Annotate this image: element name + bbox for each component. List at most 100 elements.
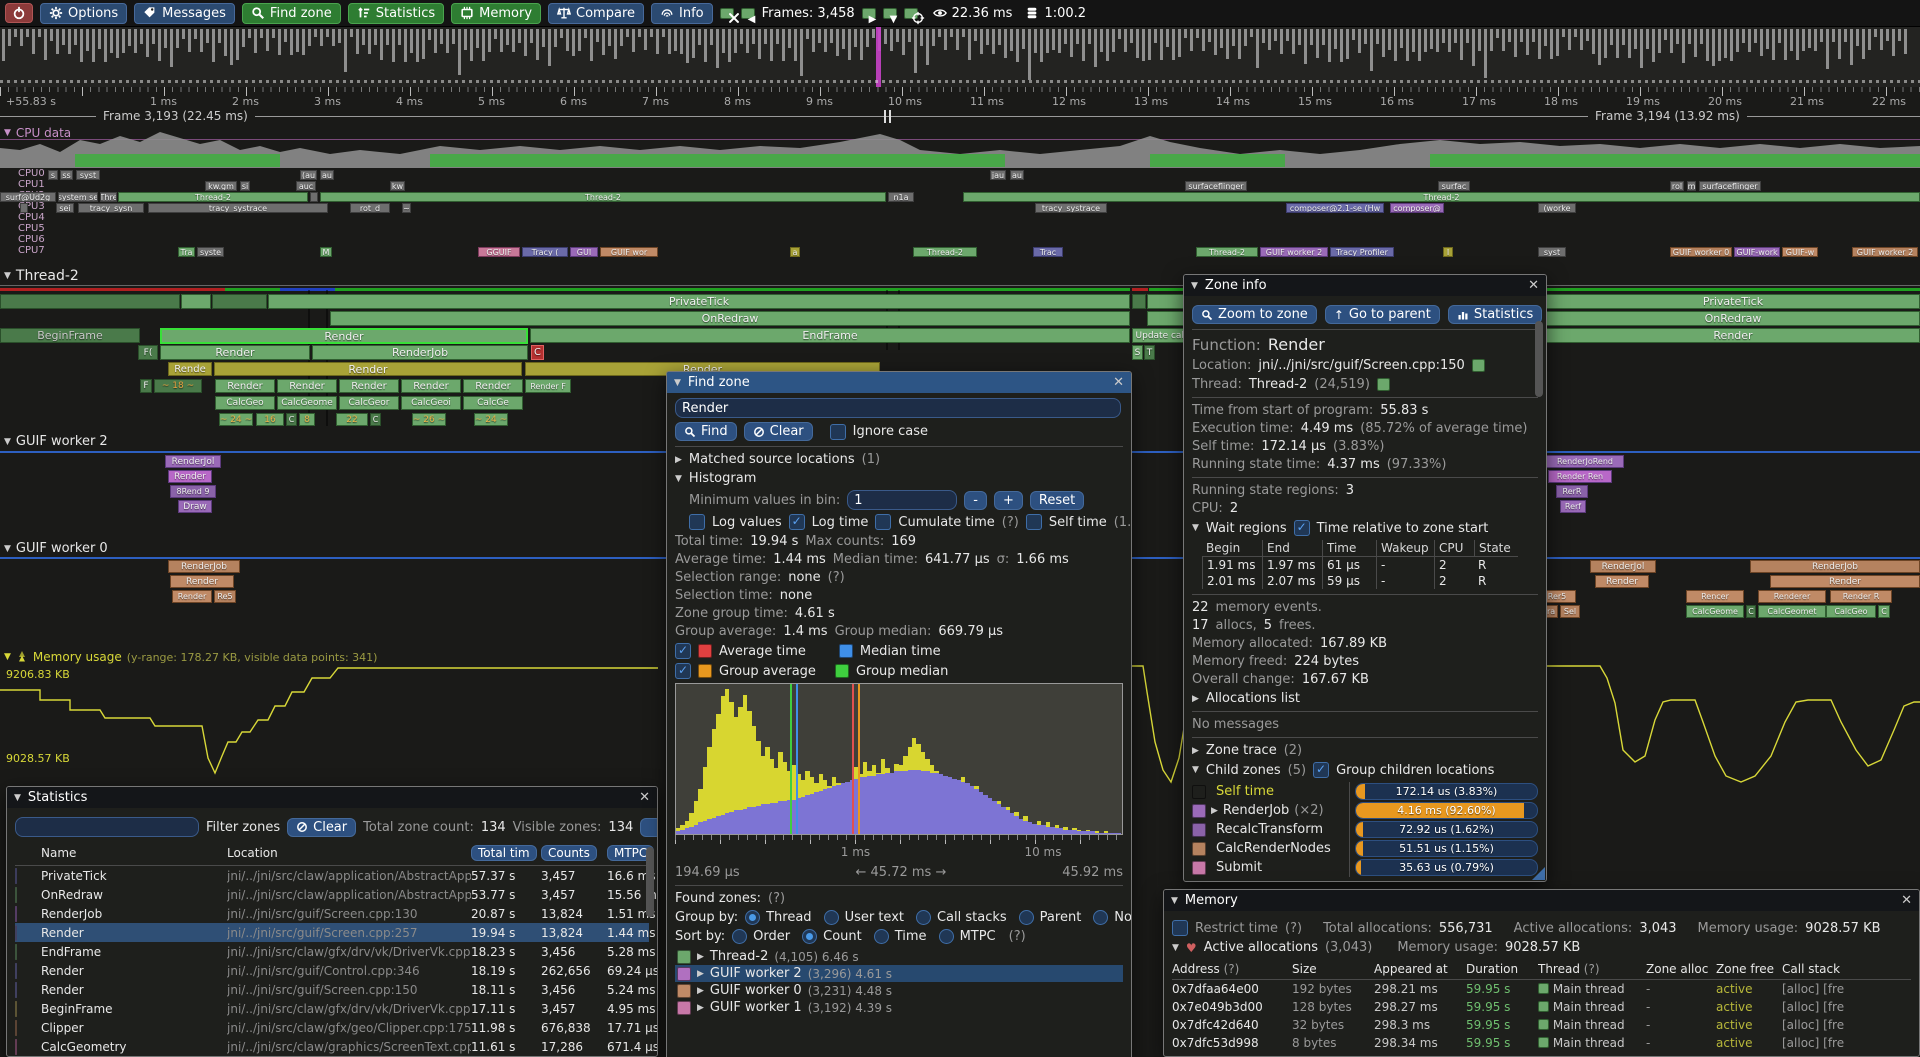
timeline-zone[interactable]: CalcGeoi [401,396,461,410]
timeline-zone[interactable]: au [320,170,334,180]
frame-dropdown-button[interactable]: ▼ [882,7,897,25]
clear-button[interactable]: Clear [743,422,813,441]
timeline-zone[interactable] [1132,294,1146,309]
column-zone-alloc[interactable]: Zone alloc [1646,962,1709,976]
timeline-zone[interactable]: Render [172,590,212,603]
timeline-zone[interactable]: F [140,379,152,393]
stats-row[interactable]: CalcGeometry jni/../jni/src/claw/graphic… [15,1037,657,1056]
timeline-zone[interactable]: kw.gm [205,181,237,191]
timeline-zone[interactable]: S [1132,345,1143,360]
timeline-zone[interactable]: OnRedraw [330,311,1130,326]
timeline-zone[interactable]: Render F [525,379,571,393]
next-frame-button[interactable]: ▶ [861,7,876,25]
tools-button[interactable] [719,7,734,19]
timeline-zone[interactable]: au [1010,170,1024,180]
timeline-zone[interactable]: tracy_sysn [78,203,144,213]
timeline-zone[interactable]: Update call [1132,328,1190,343]
column-duration[interactable]: Duration [1466,962,1519,976]
timeline-zone[interactable]: Render [1595,575,1649,588]
frame-markers-row[interactable]: Frame 3,193 (22.45 ms) Frame 3,194 (13.9… [0,108,1920,126]
timeline-zone[interactable]: CalcGeome [277,396,337,410]
statistics-scrollbar[interactable] [646,847,654,917]
timeline-zone[interactable]: GGUIF [478,247,520,257]
allocation-row[interactable]: 0x7dfc53d998 8 bytes 298.34 ms 59.95 s M… [1172,1036,1845,1050]
found-zone-group-row[interactable]: ▶ GUIF worker 2 (3,296) 4.61 s [675,965,1123,982]
column-zone-free[interactable]: Zone free [1716,962,1775,976]
power-button[interactable] [5,3,33,23]
stats-row[interactable]: EndFrame jni/../jni/src/claw/gfx/drv/vk/… [15,942,655,961]
timeline-zone[interactable]: kw [390,181,405,191]
timeline-zone[interactable]: CalcGeo [215,396,275,410]
close-icon[interactable]: ✕ [639,790,650,805]
timeline-zone[interactable]: Thread-2 [963,192,1920,202]
timeline-zone[interactable]: RerR [1556,485,1588,498]
column-thread[interactable]: Thread (?) [1538,962,1600,976]
timeline-zone[interactable]: CalcGeomet [1758,605,1826,618]
timeline-zone[interactable]: CalcGe [463,396,523,410]
timeline-zone[interactable]: GUIF-w [1782,247,1818,257]
child-zone-row[interactable]: ▶ RenderJob (×2) 4.16 ms (92.60%) [1192,801,1538,820]
guif-worker0-header[interactable]: ▼ GUIF worker 0 [4,541,108,556]
timeline-zone[interactable]: Render [463,379,523,393]
timeline-zone[interactable]: Tracy Profiler [1330,247,1394,257]
timeline-zone[interactable]: s [48,170,58,180]
timeline-zone[interactable]: F( [138,345,158,360]
timeline-zone[interactable]: I [1443,247,1453,257]
timeline-zone[interactable]: GUIF worker 2 [1852,247,1918,257]
timeline-zone[interactable]: 8 [299,413,315,426]
timeline-zone[interactable]: Tracy ( [522,247,568,257]
zone-info-scrollbar[interactable] [1535,321,1543,397]
timeline-zone[interactable]: ~ 24 ~ [219,413,253,426]
memory-titlebar[interactable]: ▼ Memory ✕ [1164,890,1919,911]
stats-row[interactable]: Render jni/../jni/src/guif/Screen.cpp:15… [15,980,655,999]
sort-total-time-button[interactable]: Total tim [471,845,537,861]
timeline-zone[interactable]: EndFrame [530,328,1130,343]
timeline-zone[interactable]: composer@ [1390,203,1444,213]
timeline-zone[interactable]: sei [56,203,74,213]
timeline-zone[interactable]: Re5 [214,590,236,603]
zone-trace-toggle[interactable]: ▶ Zone trace (2) [1192,743,1303,758]
log-time-checkbox[interactable] [788,514,805,530]
timeline-zone[interactable]: C [531,345,544,360]
cumulate-time-checkbox[interactable] [875,514,892,530]
close-icon[interactable]: ✕ [1113,375,1124,390]
timeline-zone[interactable]: Render [214,362,522,376]
goto-frame-button[interactable] [903,7,918,19]
timeline-zone[interactable]: rot_d [350,203,390,213]
reset-button[interactable]: Reset [1029,490,1085,510]
zone-statistics-button[interactable]: Statistics [1447,305,1543,324]
options-button[interactable]: Options [40,2,128,24]
time-ruler[interactable]: +55.83 s 1 ms 2 ms 3 ms 4 ms 5 ms 6 ms 7 ms 8 ms… [0,87,1920,108]
frame-overview[interactable] [0,27,1920,88]
sort-by-radio[interactable] [732,929,748,944]
close-icon[interactable]: ✕ [1528,278,1539,293]
timeline-zone[interactable]: Render [160,328,528,344]
zone-time-histogram[interactable] [675,683,1123,835]
timeline-zone[interactable]: RenderJol [1590,560,1656,573]
timeline-zone[interactable]: C [370,413,381,426]
timeline-zone[interactable]: rol [1670,181,1684,191]
self-time-checkbox[interactable] [1025,514,1042,530]
found-zone-group-row[interactable]: ▶ GUIF worker 1 (3,192) 4.39 s [675,999,1123,1016]
go-to-parent-button[interactable]: ↑ Go to parent [1324,305,1440,324]
child-zones-toggle[interactable]: ▼Child zones(5)Group children locations [1192,762,1538,778]
timeline-zone[interactable]: Draw [178,500,212,513]
timeline-zone[interactable]: Thread-2 [320,192,886,202]
group-children-checkbox[interactable] [1313,762,1330,778]
time-relative-checkbox[interactable] [1293,520,1310,536]
allocation-row[interactable]: 0x7e049b3d00 128 bytes 298.27 ms 59.95 s… [1172,1000,1845,1014]
timeline-zone[interactable]: PrivateTick [268,294,1130,309]
timeline-zone[interactable]: Renderer [1758,590,1826,603]
timeline-zone[interactable]: n1a [888,192,914,202]
sort-counts-button[interactable]: Counts [541,845,597,861]
filter-zones-input[interactable] [15,817,199,837]
timeline-zone[interactable]: syst [1538,247,1566,257]
active-allocations-toggle[interactable]: ▼ ♥ Active allocations (3,043) Memory usa… [1172,940,1581,955]
timeline-zone[interactable]: CalcGeo [1826,605,1876,618]
found-zone-group-row[interactable]: ▶ GUIF worker 0 (3,231) 4.48 s [675,982,1123,999]
timeline-zone[interactable]: Thread-2 [913,247,977,257]
stats-row[interactable]: RenderJob jni/../jni/src/guif/Screen.cpp… [15,904,655,923]
timeline-zone[interactable]: Render [168,470,212,483]
timeline-zone[interactable]: system se [58,192,98,202]
timeline-zone[interactable]: Render R [1830,590,1892,603]
